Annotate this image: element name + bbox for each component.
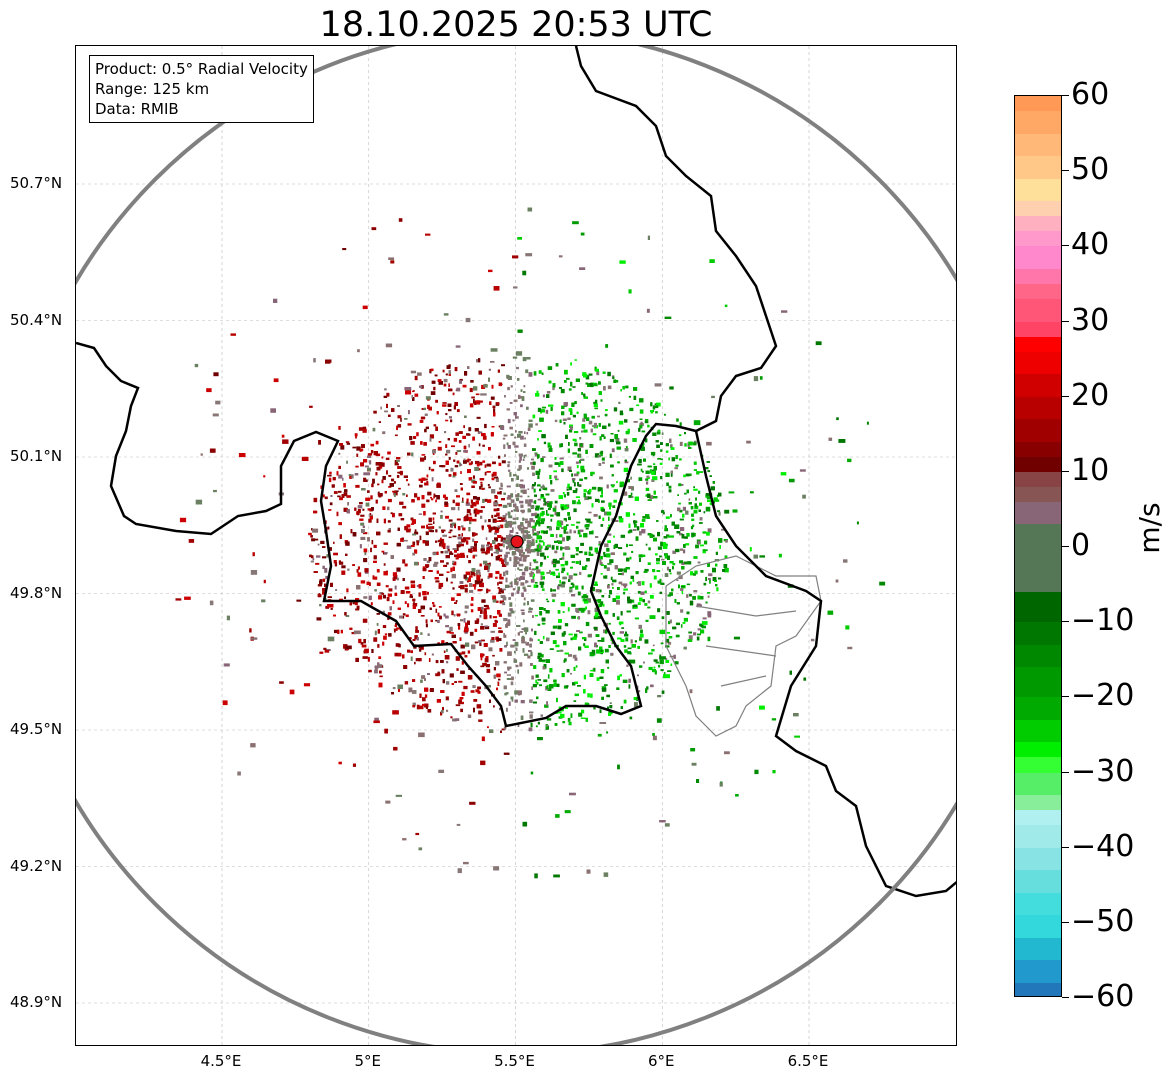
- colorbar-tick-label: −30: [1071, 753, 1135, 789]
- colorbar-tick-mark: [1062, 846, 1069, 848]
- colorbar-tick-mark: [1062, 395, 1069, 397]
- colorbar-segment: [1015, 825, 1061, 849]
- colorbar-segment: [1015, 742, 1061, 758]
- colorbar-segment: [1015, 772, 1061, 796]
- product-info-box: Product: 0.5° Radial Velocity Range: 125…: [89, 55, 314, 123]
- colorbar-segment: [1015, 178, 1061, 202]
- velocity-colorbar: [1014, 95, 1062, 997]
- colorbar-segment: [1015, 231, 1061, 247]
- colorbar-tick-label: 50: [1071, 152, 1110, 188]
- colorbar-segment: [1015, 374, 1061, 398]
- colorbar-tick-label: −10: [1071, 603, 1135, 639]
- colorbar-segment: [1015, 644, 1061, 668]
- colorbar-segment: [1015, 892, 1061, 916]
- velocity-echoes: [175, 207, 886, 879]
- radar-map-svg[interactable]: [76, 46, 957, 1046]
- colorbar-segment: [1015, 501, 1061, 525]
- colorbar-tick-label: 10: [1071, 452, 1110, 488]
- colorbar-segment: [1015, 697, 1061, 721]
- colorbar-tick-mark: [1062, 696, 1069, 698]
- colorbar-segment: [1015, 283, 1061, 300]
- colorbar-segment: [1015, 156, 1061, 180]
- map-title: 18.10.2025 20:53 UTC: [319, 5, 713, 45]
- lat-tick-label: 50.4°N: [10, 310, 63, 329]
- colorbar-tick-label: −50: [1071, 903, 1135, 939]
- colorbar-tick-label: 60: [1071, 77, 1110, 112]
- colorbar-segment: [1015, 592, 1061, 623]
- colorbar-unit-label: m/s: [1133, 502, 1166, 554]
- colorbar-segment: [1015, 757, 1061, 773]
- colorbar-segment: [1015, 216, 1061, 232]
- lat-tick-label: 49.2°N: [10, 856, 63, 875]
- colorbar-tick-mark: [1062, 245, 1069, 247]
- colorbar-segment: [1015, 96, 1061, 112]
- info-product: Product: 0.5° Radial Velocity: [95, 60, 308, 78]
- colorbar-segment: [1015, 201, 1061, 217]
- colorbar-segment: [1015, 870, 1061, 894]
- colorbar-segment: [1015, 937, 1061, 961]
- colorbar-tick-label: −60: [1071, 979, 1135, 1014]
- colorbar-tick-mark: [1062, 771, 1069, 773]
- colorbar-segment: [1015, 719, 1061, 743]
- colorbar-tick-label: −40: [1071, 828, 1135, 864]
- colorbar-segment: [1015, 246, 1061, 270]
- colorbar-segment: [1015, 298, 1061, 322]
- colorbar-segment: [1015, 419, 1061, 443]
- colorbar-segment: [1015, 982, 1061, 996]
- colorbar-segment: [1015, 471, 1061, 488]
- colorbar-tick-mark: [1062, 921, 1069, 923]
- colorbar-segment: [1015, 396, 1061, 420]
- colorbar-segment: [1015, 810, 1061, 826]
- lon-tick-label: 5.5°E: [494, 1052, 535, 1070]
- colorbar-segment: [1015, 133, 1061, 157]
- colorbar-segment: [1015, 456, 1061, 473]
- colorbar-tick-mark: [1062, 470, 1069, 472]
- region-border-luxembourg: [665, 555, 822, 737]
- info-data-source: Data: RMIB: [95, 100, 179, 118]
- colorbar-segment: [1015, 847, 1061, 871]
- colorbar-tick-mark: [1062, 320, 1069, 322]
- colorbar-segment: [1015, 486, 1061, 503]
- lon-tick-label: 5°E: [354, 1052, 382, 1070]
- colorbar-tick-label: −20: [1071, 678, 1135, 714]
- colorbar-tick-mark: [1062, 95, 1069, 96]
- colorbar-segment: [1015, 441, 1061, 458]
- lon-tick-label: 6.5°E: [787, 1052, 829, 1070]
- colorbar-segment: [1015, 321, 1061, 338]
- country-border-line: [76, 46, 778, 728]
- colorbar-tick-label: 20: [1071, 377, 1110, 413]
- colorbar-segment: [1015, 960, 1061, 984]
- country-border-east: [694, 430, 956, 898]
- colorbar-segment: [1015, 351, 1061, 375]
- info-range: Range: 125 km: [95, 80, 210, 98]
- colorbar-tick-mark: [1062, 170, 1069, 172]
- colorbar-tick-label: 40: [1071, 227, 1110, 263]
- colorbar-segment: [1015, 268, 1061, 285]
- colorbar-segment: [1015, 524, 1061, 593]
- colorbar-segment: [1015, 667, 1061, 698]
- lat-tick-label: 49.8°N: [10, 583, 63, 602]
- colorbar-tick-label: 30: [1071, 302, 1110, 338]
- colorbar-segment: [1015, 795, 1061, 811]
- lon-tick-label: 6°E: [647, 1052, 675, 1070]
- colorbar-segment: [1015, 336, 1061, 353]
- lat-tick-label: 49.5°N: [10, 720, 63, 738]
- radar-map-panel[interactable]: [75, 45, 957, 1046]
- radar-site-marker: [510, 535, 524, 549]
- colorbar-segment: [1015, 915, 1061, 939]
- colorbar-segment: [1015, 111, 1061, 135]
- lat-tick-label: 48.9°N: [10, 993, 63, 1011]
- lat-tick-label: 50.7°N: [10, 174, 63, 192]
- lat-tick-label: 50.1°N: [10, 447, 63, 465]
- colorbar-tick-label: 0: [1071, 528, 1091, 563]
- lon-tick-label: 4.5°E: [200, 1052, 242, 1070]
- graticule-grid: [76, 46, 956, 1045]
- colorbar-tick-mark: [1062, 997, 1069, 998]
- colorbar-tick-mark: [1062, 621, 1069, 623]
- colorbar-segment: [1015, 622, 1061, 646]
- colorbar-tick-mark: [1062, 546, 1069, 547]
